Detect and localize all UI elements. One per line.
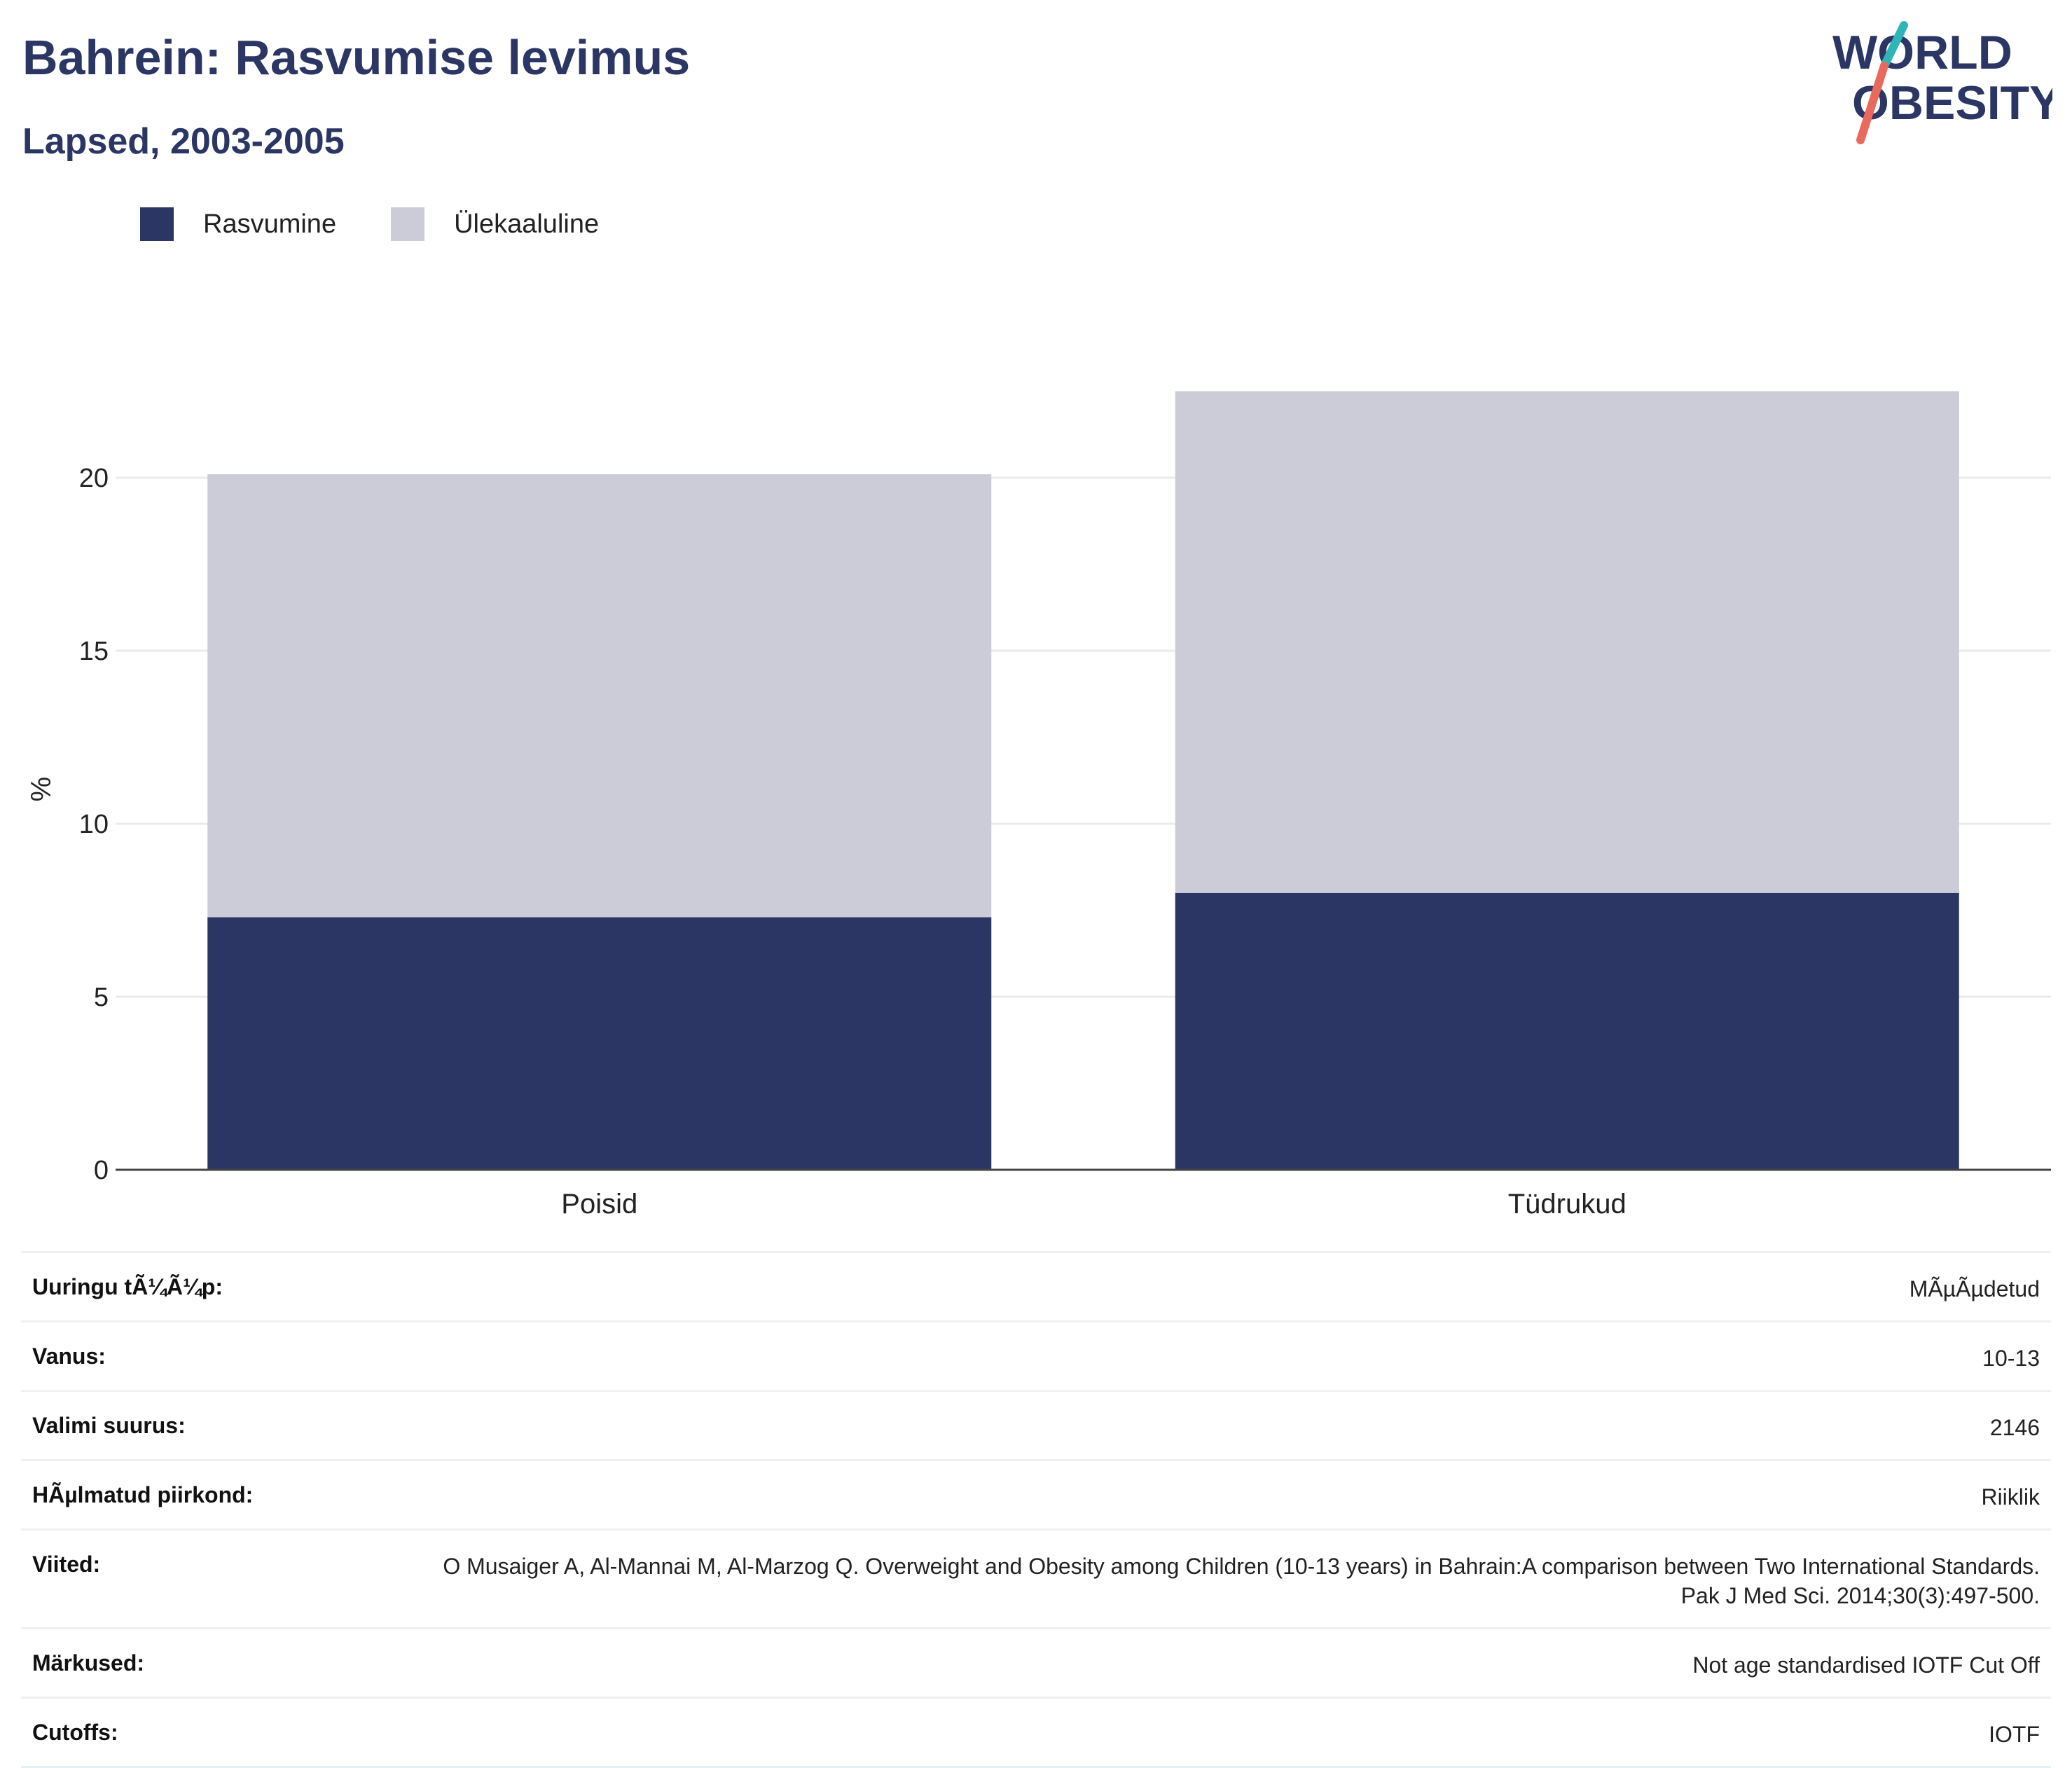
info-row-valimi-suurus: Valimi suurus: 2146 bbox=[21, 1390, 2051, 1459]
info-value: 10-13 bbox=[1982, 1346, 2040, 1371]
legend-label-ulekaaluline: Ülekaaluline bbox=[454, 209, 600, 239]
info-label: Viited: bbox=[32, 1552, 101, 1577]
logo-word-obesity: OBESITY bbox=[1852, 76, 2052, 130]
info-label: Valimi suurus: bbox=[32, 1413, 186, 1438]
bar--lekaaluline-t-drukud bbox=[1175, 391, 1959, 893]
y-tick-label: 10 bbox=[79, 810, 109, 839]
info-label: Vanus: bbox=[32, 1344, 106, 1369]
info-row-piirkond: HÃµlmatud piirkond: Riiklik bbox=[21, 1459, 2051, 1528]
info-value: Riiklik bbox=[1981, 1484, 2040, 1510]
x-tick-label: Poisid bbox=[561, 1189, 637, 1220]
info-row-viited: Viited: O Musaiger A, Al-Mannai M, Al-Ma… bbox=[21, 1528, 2051, 1627]
info-row-markused: Märkused: Not age standardised IOTF Cut … bbox=[21, 1627, 2051, 1697]
bar-rasvumine-poisid bbox=[207, 917, 992, 1170]
bar--lekaaluline-poisid bbox=[207, 474, 992, 918]
info-label: Uuringu tÃ¼Ã¼p: bbox=[32, 1274, 223, 1299]
stacked-bar-chart: 0 5 10 15 20% Poisid Tüdrukud bbox=[26, 391, 2051, 1220]
legend-swatch-ulekaaluline bbox=[391, 207, 425, 241]
page-title: Bahrein: Rasvumise levimus bbox=[22, 30, 691, 85]
info-value: Not age standardised IOTF Cut Off bbox=[1692, 1652, 2040, 1678]
y-tick-label: 5 bbox=[94, 983, 109, 1012]
info-label: HÃµlmatud piirkond: bbox=[32, 1482, 254, 1507]
info-value: MÃµÃµdetud bbox=[1909, 1276, 2040, 1301]
info-value: O Musaiger A, Al-Mannai M, Al-Marzog Q. … bbox=[443, 1554, 2040, 1608]
info-row-vanus: Vanus: 10-13 bbox=[21, 1320, 2051, 1390]
info-row-cutoffs: Cutoffs: IOTF bbox=[21, 1697, 2051, 1768]
legend-label-rasvumine: Rasvumine bbox=[203, 209, 337, 239]
info-row-uuringu-tuup: Uuringu tÃ¼Ã¼p: MÃµÃµdetud bbox=[21, 1251, 2051, 1320]
bar-rasvumine-t-drukud bbox=[1175, 892, 1959, 1170]
y-axis-label: % bbox=[26, 777, 57, 802]
info-label: Märkused: bbox=[32, 1650, 145, 1676]
logo-slash-teal bbox=[1880, 21, 1908, 70]
legend-item-rasvumine[interactable]: Rasvumine bbox=[140, 207, 336, 241]
x-tick-label: Tüdrukud bbox=[1508, 1189, 1626, 1220]
info-value: IOTF bbox=[1989, 1722, 2040, 1747]
y-tick-label: 0 bbox=[94, 1156, 109, 1185]
logo-slash-coral bbox=[1856, 62, 1888, 144]
logo-word-world: WORLD bbox=[1832, 26, 2012, 79]
info-table: Uuringu tÃ¼Ã¼p: MÃµÃµdetud Vanus: 10-13 … bbox=[21, 1251, 2051, 1768]
y-tick-label: 20 bbox=[79, 464, 109, 493]
legend-swatch-rasvumine bbox=[140, 207, 174, 241]
world-obesity-logo: WORLD OBESITY bbox=[1832, 21, 2052, 144]
legend-item-ulekaaluline[interactable]: Ülekaaluline bbox=[391, 207, 599, 241]
chart-legend: Rasvumine Ülekaaluline bbox=[140, 207, 654, 241]
page-subtitle: Lapsed, 2003-2005 bbox=[22, 121, 345, 162]
info-value: 2146 bbox=[1989, 1415, 2040, 1440]
y-tick-label: 15 bbox=[79, 637, 109, 666]
